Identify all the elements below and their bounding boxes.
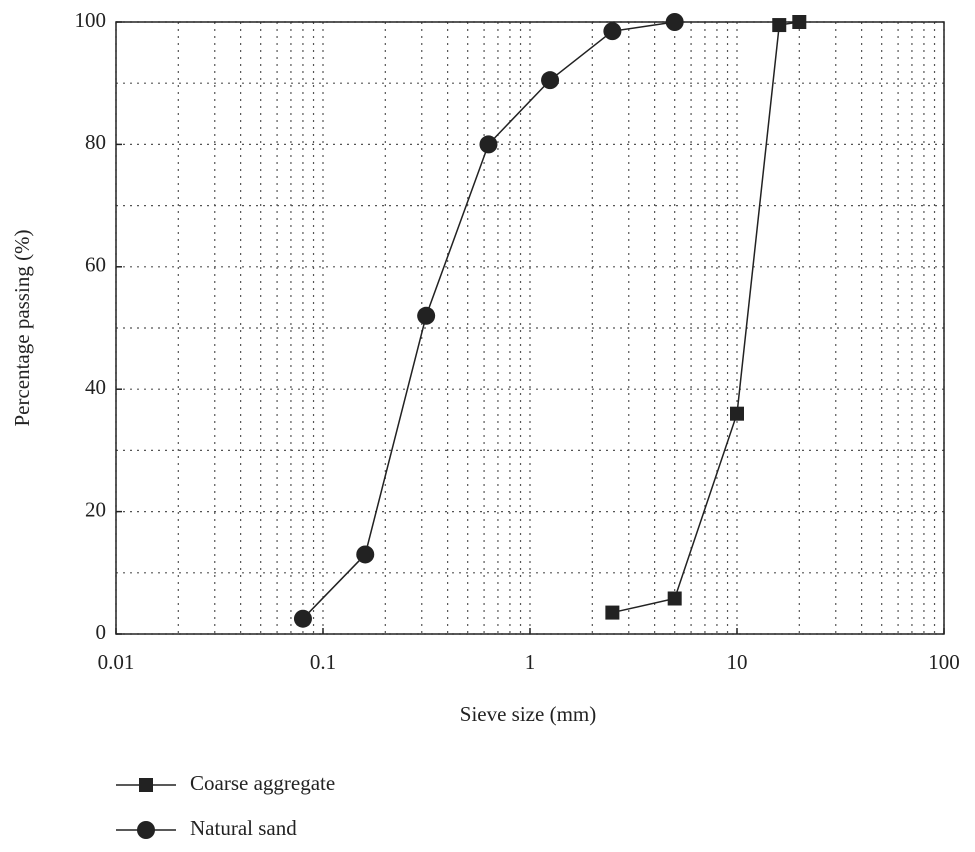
x-tick-label: 10 bbox=[727, 650, 748, 674]
marker bbox=[417, 306, 436, 325]
marker bbox=[665, 13, 684, 31]
y-axis-label: Percentage passing (%) bbox=[10, 229, 34, 426]
legend-label: Natural sand bbox=[190, 816, 297, 840]
y-tick-label: 60 bbox=[85, 253, 106, 277]
x-tick-label: 1 bbox=[525, 650, 536, 674]
marker bbox=[730, 406, 744, 421]
marker bbox=[605, 605, 620, 620]
marker bbox=[356, 545, 375, 564]
marker bbox=[541, 71, 560, 90]
y-tick-label: 20 bbox=[85, 497, 106, 521]
marker bbox=[603, 22, 622, 41]
legend-marker bbox=[139, 778, 153, 792]
y-tick-label: 0 bbox=[96, 620, 107, 644]
data-line bbox=[612, 21, 800, 614]
x-axis-label: Sieve size (mm) bbox=[460, 702, 596, 726]
plot-frame bbox=[115, 21, 945, 635]
marker bbox=[667, 591, 682, 606]
legend-marker bbox=[137, 821, 155, 839]
x-tick-label: 0.01 bbox=[98, 650, 135, 674]
marker bbox=[772, 18, 787, 33]
marker bbox=[792, 15, 807, 29]
legend-label: Coarse aggregate bbox=[190, 771, 335, 795]
y-tick-label: 80 bbox=[85, 130, 106, 154]
data-line bbox=[302, 21, 675, 620]
x-tick-label: 100 bbox=[928, 650, 960, 674]
y-tick-label: 40 bbox=[85, 375, 106, 399]
x-tick-label: 0.1 bbox=[310, 650, 336, 674]
marker bbox=[479, 135, 498, 154]
y-tick-label: 100 bbox=[75, 8, 107, 32]
marker bbox=[293, 609, 312, 628]
